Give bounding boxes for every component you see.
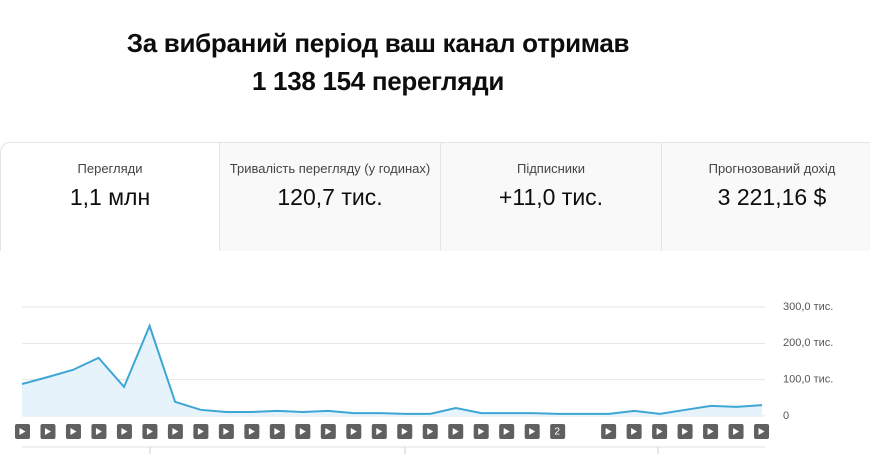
video-marker[interactable] [65,424,81,439]
video-marker[interactable] [499,424,515,439]
video-marker[interactable] [15,424,30,439]
video-marker[interactable] [320,424,336,439]
metric-tab[interactable]: Прогнозований дохід 3 221,16 $ [661,143,870,251]
play-icon [70,428,77,435]
marker-badge-label: 2 [554,427,560,438]
play-icon [325,428,332,435]
play-icon [656,428,663,435]
video-marker[interactable] [652,424,668,439]
video-marker[interactable] [524,424,540,439]
video-marker[interactable] [346,424,362,439]
play-icon [44,428,51,435]
play-icon [95,428,102,435]
play-icon [172,428,179,435]
play-icon [529,428,536,435]
video-marker[interactable] [473,424,489,439]
y-tick-label: 0 [783,410,789,422]
tab-value: +11,0 тис. [498,184,604,210]
metric-tab[interactable]: Підписники +11,0 тис. [440,143,661,251]
play-icon [299,428,306,435]
marker-box [550,424,566,439]
play-icon [733,428,740,435]
video-marker[interactable] [295,424,311,439]
play-icon [452,428,459,435]
tab-label: Тривалість перегляду (у годинах) [229,161,431,176]
video-marker[interactable] [167,424,183,439]
headline-total: 1 138 154 перегляди [251,66,505,96]
line [21,323,763,415]
video-marker[interactable] [728,424,744,439]
play-icon [376,428,383,435]
video-marker[interactable] [142,424,158,439]
video-marker[interactable] [116,424,132,439]
video-marker[interactable] [397,424,413,439]
play-icon [758,428,765,435]
video-marker[interactable] [218,424,234,439]
tab-label: Прогнозований дохід [708,161,836,176]
video-marker[interactable] [703,424,719,439]
video-marker[interactable] [244,424,260,439]
play-icon [478,428,485,435]
play-icon [682,428,689,435]
tab-value: 3 221,16 $ [717,184,827,210]
video-marker[interactable] [448,424,464,439]
play-icon [401,428,408,435]
play-icon [274,428,281,435]
play-icon [19,428,26,435]
video-marker[interactable] [193,424,209,439]
tab-value: 1,1 млн [69,184,151,210]
video-marker[interactable] [422,424,438,439]
play-icon [223,428,230,435]
play-icon [248,428,255,435]
play-icon [605,428,612,435]
play-icon [121,428,128,435]
video-marker[interactable] [40,424,56,439]
video-marker[interactable] [269,424,285,439]
tab-label: Підписники [516,161,585,176]
tab-value: 120,7 тис. [277,184,383,210]
video-badge[interactable]: 2 [550,424,566,439]
y-tick-label: 100,0 тис. [783,374,833,386]
play-icon [427,428,434,435]
video-marker[interactable] [677,424,693,439]
play-icon [197,428,204,435]
play-icon [350,428,357,435]
y-tick-label: 200,0 тис. [783,337,833,349]
headline: За вибраний період ваш канал отримав [126,28,630,58]
area [22,325,762,416]
video-marker[interactable] [601,424,617,439]
play-icon [707,428,714,435]
metric-tab[interactable]: Перегляди 1,1 млн [0,143,219,251]
play-icon [631,428,638,435]
metric-tab[interactable]: Тривалість перегляду (у годинах) 120,7 ти… [219,143,440,251]
tab-label: Перегляди [77,161,143,176]
metric-tabs: Перегляди 1,1 млн Тривалість перегляду (у… [0,142,870,251]
play-icon [503,428,510,435]
y-tick-label: 300,0 тис. [783,301,833,313]
video-marker[interactable] [754,424,770,439]
video-marker[interactable] [91,424,107,439]
video-marker[interactable] [626,424,642,439]
play-icon [146,428,153,435]
video-marker[interactable] [371,424,387,439]
